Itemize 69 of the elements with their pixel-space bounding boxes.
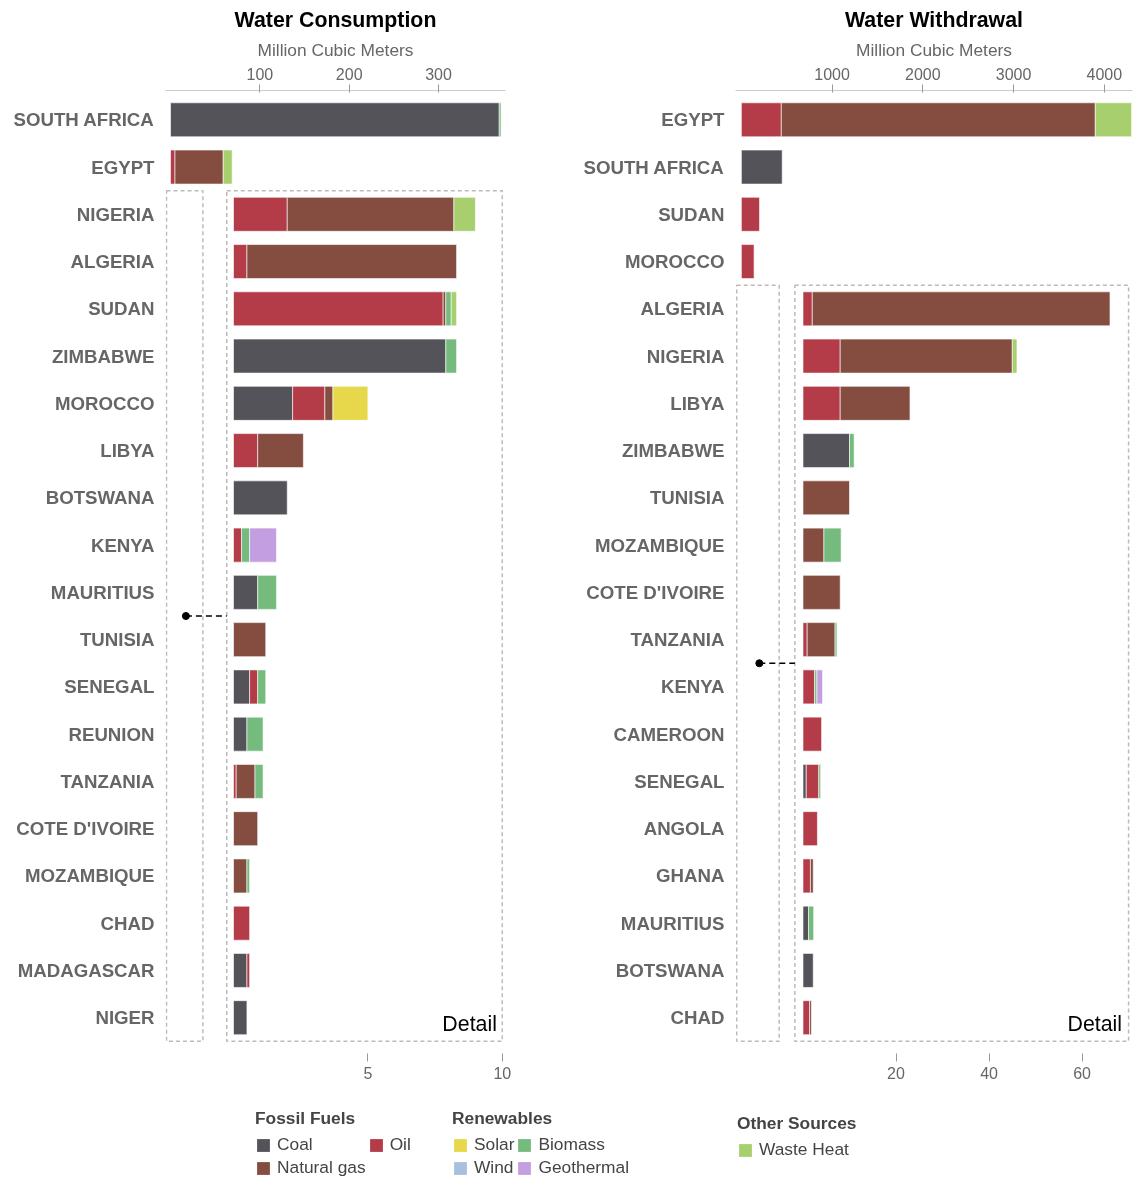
y-tick-label: NIGER — [95, 1007, 156, 1029]
x-tick-label: 3000 — [995, 65, 1032, 83]
y-tick-label: SUDAN — [658, 203, 725, 225]
y-tick-label: COTE D'IVOIRE — [586, 581, 725, 603]
x2-tick-label: 5 — [363, 1064, 373, 1082]
y-tick-label: SENEGAL — [634, 770, 725, 792]
legend-label: Coal — [277, 1134, 313, 1155]
y-tick-label: REUNION — [68, 723, 155, 745]
y-tick-label: CHAD — [100, 912, 155, 934]
text: Renewables — [452, 1108, 554, 1129]
x2-tick-label: 60 — [1073, 1064, 1092, 1082]
x2-tick-label: 10 — [493, 1064, 512, 1082]
y-tick-label: EGYPT — [661, 109, 726, 131]
y-tick-label: TUNISIA — [79, 629, 155, 651]
y-tick-label: TUNISIA — [649, 487, 725, 509]
x2-tick-label: 20 — [887, 1064, 906, 1082]
legend-label: Natural gas — [277, 1157, 366, 1178]
y-tick-label: MOROCCO — [55, 392, 155, 414]
y-tick-label: SOUTH AFRICA — [583, 156, 724, 178]
y-tick-label: EGYPT — [91, 156, 156, 178]
y-tick-label: KENYA — [660, 676, 725, 698]
y-tick-label: CAMEROON — [613, 723, 725, 745]
y-tick-label: TANZANIA — [630, 629, 725, 651]
y-tick-label: MOZAMBIQUE — [594, 534, 725, 556]
y-tick-label: LIBYA — [670, 392, 725, 414]
y-tick-label: SENEGAL — [64, 676, 155, 698]
legend-label: Geothermal — [538, 1157, 629, 1178]
y-tick-label: CHAD — [670, 1007, 725, 1029]
x2-tick-label: 40 — [980, 1064, 999, 1082]
legend-label: Wind — [474, 1157, 514, 1178]
x-tick-label: 4000 — [1086, 65, 1123, 83]
x-axis-title: Million Cubic Meters — [856, 39, 1013, 60]
y-tick-label: ALGERIA — [70, 251, 155, 273]
chart-title: Water Withdrawal — [845, 7, 1023, 32]
y-tick-label: ZIMBABWE — [51, 345, 155, 367]
y-tick-label: BOTSWANA — [45, 487, 155, 509]
y-tick-label: ANGOLA — [643, 818, 725, 840]
x-tick-label: 300 — [425, 65, 452, 83]
x-tick-label: 100 — [246, 65, 274, 83]
y-tick-label: GHANA — [656, 865, 725, 887]
y-tick-label: LIBYA — [100, 440, 155, 462]
y-tick-label: MADAGASCAR — [17, 959, 156, 981]
y-tick-label: TANZANIA — [60, 770, 155, 792]
legend-label: Oil — [389, 1134, 411, 1155]
y-tick-label: MOROCCO — [625, 251, 725, 273]
legend-label: Solar — [474, 1134, 515, 1155]
legend-label: Waste Heat — [759, 1139, 849, 1160]
annotation: Detail — [442, 1011, 497, 1036]
text: Fossil Fuels — [255, 1108, 357, 1129]
y-tick-label: COTE D'IVOIRE — [16, 818, 155, 840]
chart-title: Water Consumption — [234, 7, 437, 32]
x-axis-title: Million Cubic Meters — [257, 39, 414, 60]
y-tick-label: ALGERIA — [640, 298, 725, 320]
y-tick-label: SUDAN — [88, 298, 155, 320]
legend-label: Biomass — [538, 1134, 605, 1155]
y-tick-label: KENYA — [90, 534, 155, 556]
y-tick-label: MAURITIUS — [50, 581, 155, 603]
text: Other Sources — [737, 1113, 857, 1134]
y-tick-label: NIGERIA — [646, 345, 725, 367]
x-tick-label: 2000 — [905, 65, 941, 83]
y-tick-label: ZIMBABWE — [621, 440, 725, 462]
y-tick-label: MOZAMBIQUE — [24, 865, 155, 887]
y-tick-label: NIGERIA — [76, 203, 155, 225]
x-tick-label: 1000 — [814, 65, 851, 83]
y-tick-label: BOTSWANA — [615, 959, 725, 981]
x-tick-label: 200 — [335, 65, 363, 83]
y-tick-label: MAURITIUS — [620, 912, 725, 934]
y-tick-label: SOUTH AFRICA — [13, 109, 154, 131]
annotation: Detail — [1067, 1011, 1123, 1036]
